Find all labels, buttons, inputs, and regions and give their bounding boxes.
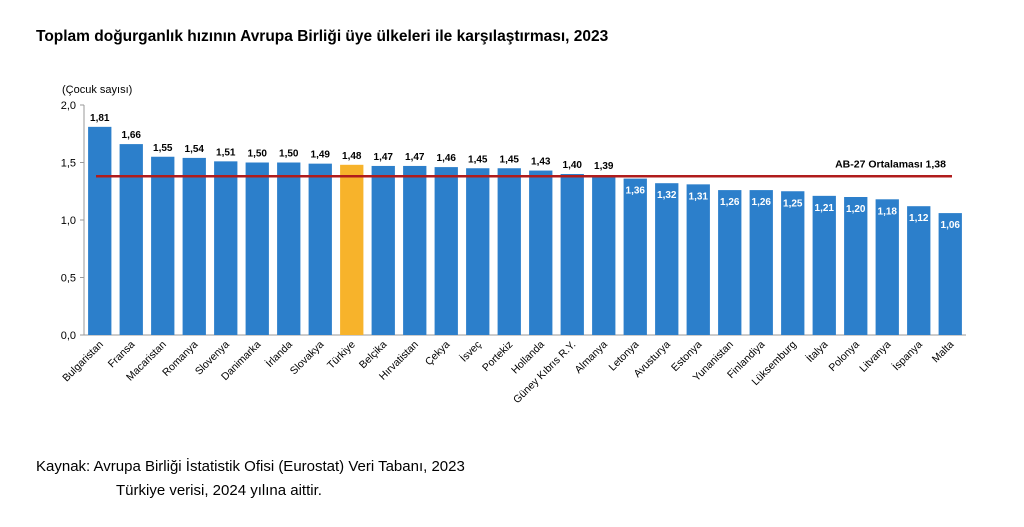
bar-letonya	[623, 178, 647, 335]
value-label: 1,46	[437, 153, 457, 164]
value-label: 1,50	[279, 149, 299, 160]
bar-güney-kıbrıs-r-y-	[560, 174, 584, 335]
bar-litvanya	[875, 199, 899, 335]
value-label: 1,12	[909, 213, 929, 224]
bar-fransa	[119, 144, 143, 335]
value-labels-group: 1,81 1,66 1,55 1,54 1,51 1,50 1,50 1,49 1,48 1,47…	[90, 113, 960, 231]
bar-avusturya	[655, 183, 679, 335]
y-tick-label: 1,5	[61, 158, 76, 170]
value-label: 1,81	[90, 113, 110, 124]
category-label: Almanya	[572, 339, 609, 376]
value-label: 1,18	[878, 206, 898, 217]
average-line-label: AB-27 Ortalaması 1,38	[835, 158, 946, 170]
bar-belçika	[371, 165, 395, 335]
value-label: 1,48	[342, 151, 362, 162]
bar-lüksemburg	[781, 191, 805, 335]
category-label: İsveç	[457, 338, 484, 365]
value-label: 1,47	[405, 152, 425, 163]
value-label: 1,32	[657, 190, 677, 201]
bar-yunanistan	[718, 190, 742, 335]
y-axis-unit-label: (Çocuk sayısı)	[62, 84, 132, 96]
source-note: Kaynak: Avrupa Birliği İstatistik Ofisi …	[36, 455, 465, 503]
value-label: 1,45	[500, 154, 520, 165]
value-label: 1,43	[531, 157, 551, 168]
bar-i-sveç	[466, 168, 490, 335]
value-label: 1,66	[122, 130, 142, 141]
category-label: İtalya	[803, 338, 830, 365]
bars-group	[88, 126, 962, 335]
bar-malta	[938, 213, 962, 335]
value-label: 1,26	[720, 197, 740, 208]
bar-slovenya	[214, 161, 238, 335]
value-label: 1,39	[594, 161, 614, 172]
bar-hollanda	[529, 170, 553, 335]
bar-danimarka	[245, 162, 269, 335]
y-tick-label: 1,0	[61, 215, 76, 227]
bar-almanya	[592, 175, 616, 335]
value-label: 1,25	[783, 198, 803, 209]
average-line-group: AB-27 Ortalaması 1,38	[96, 158, 952, 178]
value-label: 1,50	[248, 149, 268, 160]
bar-polonya	[844, 197, 868, 335]
source-line-2: Türkiye verisi, 2024 yılına aittir.	[116, 482, 322, 499]
bar-türkiye	[340, 164, 364, 335]
y-axis: 0,0 0,5 1,0 1,5 2,0	[61, 100, 966, 342]
category-label: Malta	[930, 339, 957, 366]
value-label: 1,54	[185, 144, 205, 155]
category-label: Litvanya	[857, 339, 893, 375]
chart-title: Toplam doğurganlık hızının Avrupa Birliğ…	[36, 28, 609, 45]
source-line-1: Kaynak: Avrupa Birliği İstatistik Ofisi …	[36, 458, 465, 475]
bar-macaristan	[151, 156, 175, 335]
bar-hırvatistan	[403, 165, 427, 335]
value-label: 1,49	[311, 150, 331, 161]
bar-bulgaristan	[88, 126, 112, 335]
value-label: 1,36	[626, 186, 646, 197]
bar-finlandiya	[749, 190, 773, 335]
bar-portekiz	[497, 168, 521, 335]
bar-i-talya	[812, 195, 836, 335]
y-tick-label: 0,5	[61, 273, 76, 285]
y-tick-label: 2,0	[61, 100, 76, 112]
value-label: 1,06	[941, 220, 961, 231]
value-label: 1,51	[216, 147, 236, 158]
bar-i-spanya	[907, 206, 931, 335]
category-label: İspanya	[890, 338, 925, 373]
bar-slovakya	[308, 163, 332, 335]
bar-çekya	[434, 167, 458, 335]
category-label: Polonya	[827, 339, 862, 374]
category-label: Türkiye	[325, 339, 358, 372]
bar-romanya	[182, 157, 206, 335]
category-label: Çekya	[423, 339, 453, 369]
category-label: Bulgaristan	[60, 339, 106, 385]
value-label: 1,45	[468, 154, 488, 165]
value-label: 1,20	[846, 204, 866, 215]
value-label: 1,40	[563, 160, 583, 171]
value-label: 1,31	[689, 191, 709, 202]
category-labels-group: Bulgaristan FransaMacaristanRomanyaSloven…	[60, 338, 956, 406]
value-label: 1,26	[752, 197, 772, 208]
value-label: 1,55	[153, 143, 173, 154]
bar-i-rlanda	[277, 162, 301, 335]
category-label: Slovakya	[288, 339, 327, 378]
value-label: 1,21	[815, 203, 835, 214]
y-tick-label: 0,0	[61, 330, 76, 342]
value-label: 1,47	[374, 152, 394, 163]
bar-estonya	[686, 184, 710, 335]
bar-chart: (Çocuk sayısı) 0,00,51,01,52,0 1,811,661…	[60, 84, 966, 406]
